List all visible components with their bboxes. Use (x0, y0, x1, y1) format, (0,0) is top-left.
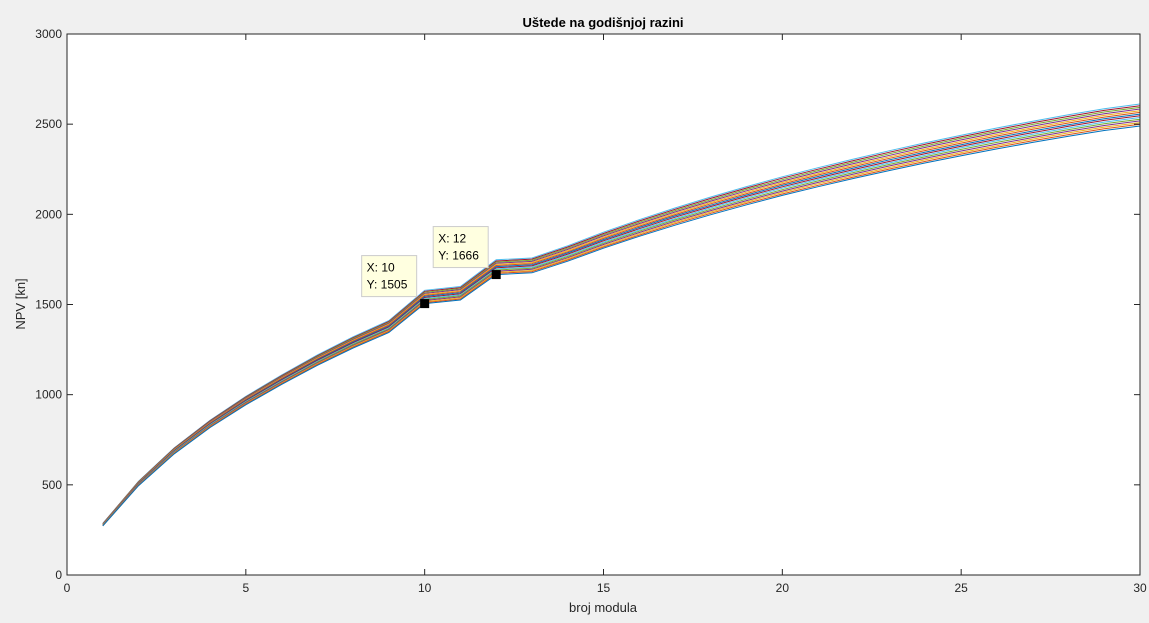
series-line-14 (102, 103, 1141, 524)
plot-area (67, 34, 1140, 575)
y-tick-label: 2000 (35, 207, 62, 221)
data-tips: X: 10 Y: 1505 X: 12 Y: 1666 (361, 226, 501, 309)
series-line-4 (102, 120, 1141, 526)
y-tick-label: 0 (55, 568, 62, 582)
series-line-3 (102, 122, 1141, 526)
x-tick-label: 0 (64, 581, 71, 595)
series-line-10 (102, 110, 1141, 525)
x-axis: 0 5 10 15 20 25 30 (64, 34, 1147, 595)
y-tick-label: 1000 (35, 388, 62, 402)
x-tick-label: 5 (242, 581, 249, 595)
series-line-13 (102, 105, 1141, 525)
series-layer (102, 103, 1141, 527)
data-tip-x-2: X: 12 (438, 232, 466, 246)
data-tip-marker-2 (491, 270, 501, 280)
series-line-7 (102, 115, 1141, 526)
x-tick-label: 25 (954, 581, 968, 595)
data-tip-x-1: X: 10 (367, 261, 395, 275)
data-tip-y-1: Y: 1505 (367, 278, 408, 292)
series-line-2 (102, 123, 1141, 527)
series-line-6 (102, 117, 1141, 526)
series-line-9 (102, 111, 1141, 525)
series-line-5 (102, 118, 1141, 526)
data-tip-marker-1 (420, 299, 430, 309)
y-tick-label: 2500 (35, 117, 62, 131)
x-tick-label: 15 (597, 581, 611, 595)
series-line-8 (102, 113, 1141, 526)
series-line-1 (102, 125, 1141, 527)
series-line-12 (102, 106, 1141, 525)
series-line-11 (102, 108, 1141, 525)
x-axis-label: broj modula (569, 600, 638, 615)
y-axis: 0 500 1000 1500 2000 2500 3000 (35, 27, 1140, 582)
y-axis-label: NPV [kn] (13, 278, 28, 329)
y-tick-label: 1500 (35, 298, 62, 312)
data-tip-box-2 (432, 226, 489, 269)
x-tick-label: 20 (776, 581, 790, 595)
chart-title: Uštede na godišnjoj razini (522, 15, 683, 30)
data-tip-y-2: Y: 1666 (438, 249, 479, 263)
x-tick-label: 30 (1133, 581, 1147, 595)
y-tick-label: 3000 (35, 27, 62, 41)
y-tick-label: 500 (42, 478, 62, 492)
data-tip-box-1 (361, 255, 418, 298)
x-tick-label: 10 (418, 581, 432, 595)
